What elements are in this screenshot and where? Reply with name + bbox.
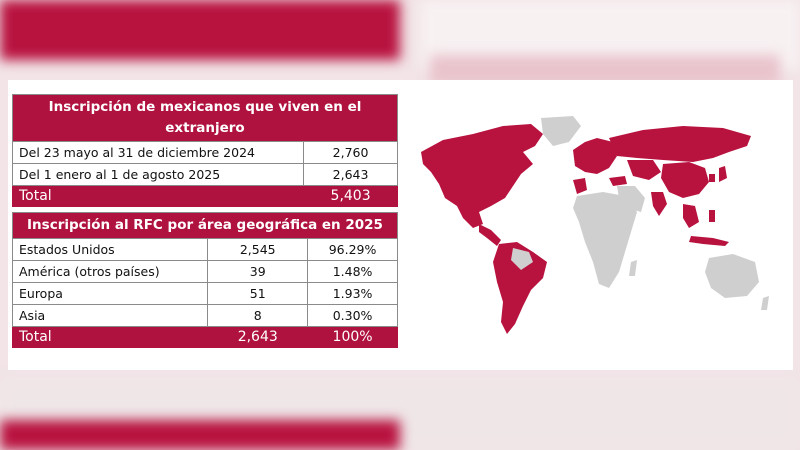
region-label: Europa <box>11 282 209 305</box>
amazon-region-shape <box>511 248 533 270</box>
total-count: 2,643 <box>207 326 309 348</box>
background-blur-bottom-red <box>0 420 400 450</box>
rfc-region-table-title: Inscripción al RFC por área geográfica e… <box>12 212 398 239</box>
region-percent: 0.30% <box>307 304 398 327</box>
registration-table: Inscripción de mexicanos que viven en el… <box>11 94 398 207</box>
north-america-shape <box>421 124 543 228</box>
europe-shape <box>573 138 617 174</box>
period-label: Del 23 mayo al 31 de diciembre 2024 <box>11 141 305 164</box>
other-countries <box>511 186 769 310</box>
indonesia-shape <box>689 236 729 246</box>
total-row: Total 2,643 100% <box>11 326 398 348</box>
new-zealand-shape <box>761 296 769 310</box>
middle-east-shape <box>617 186 645 212</box>
africa-shape <box>573 192 637 288</box>
rfc-region-table: Inscripción al RFC por área geográfica e… <box>11 212 398 348</box>
total-value: 5,403 <box>303 185 398 207</box>
total-row: Total 5,403 <box>11 185 398 207</box>
region-label: Asia <box>11 304 209 327</box>
region-percent: 1.93% <box>307 282 398 305</box>
greenland-shape <box>541 116 581 146</box>
table-row: Del 1 enero al 1 de agosto 2025 2,643 <box>11 163 398 186</box>
table-row: Asia 8 0.30% <box>11 304 398 327</box>
russia-shape <box>609 126 751 162</box>
region-count: 2,545 <box>207 238 309 261</box>
korea-shape <box>709 174 715 182</box>
region-label: Estados Unidos <box>11 238 209 261</box>
australia-shape <box>705 254 759 298</box>
background-blur-top <box>0 0 400 60</box>
total-label: Total <box>11 185 305 207</box>
region-percent: 1.48% <box>307 260 398 283</box>
table-row: Europa 51 1.93% <box>11 282 398 305</box>
turkey-shape <box>609 176 627 186</box>
period-value: 2,760 <box>303 141 398 164</box>
region-label: América (otros países) <box>11 260 209 283</box>
central-america-shape <box>479 224 501 246</box>
region-percent: 96.29% <box>307 238 398 261</box>
table-row: América (otros países) 39 1.48% <box>11 260 398 283</box>
total-label: Total <box>11 326 209 348</box>
southeast-asia-shape <box>683 204 699 228</box>
region-count: 39 <box>207 260 309 283</box>
table-row: Estados Unidos 2,545 96.29% <box>11 238 398 261</box>
world-map-svg <box>421 116 769 334</box>
period-label: Del 1 enero al 1 de agosto 2025 <box>11 163 305 186</box>
india-shape <box>651 192 667 216</box>
central-asia-shape <box>627 160 661 180</box>
china-shape <box>661 162 709 198</box>
madagascar-shape <box>629 260 637 276</box>
period-value: 2,643 <box>303 163 398 186</box>
world-map <box>413 112 773 344</box>
japan-shape <box>719 166 727 182</box>
south-america-shape <box>493 242 547 334</box>
region-count: 51 <box>207 282 309 305</box>
infographic-card: Inscripción de mexicanos que viven en el… <box>8 80 793 370</box>
philippines-shape <box>709 210 715 222</box>
region-count: 8 <box>207 304 309 327</box>
morocco-shape <box>573 178 587 194</box>
table-row: Del 23 mayo al 31 de diciembre 2024 2,76… <box>11 141 398 164</box>
total-percent: 100% <box>307 326 398 348</box>
highlighted-countries <box>421 116 751 334</box>
registration-table-title: Inscripción de mexicanos que viven en el… <box>12 94 398 142</box>
